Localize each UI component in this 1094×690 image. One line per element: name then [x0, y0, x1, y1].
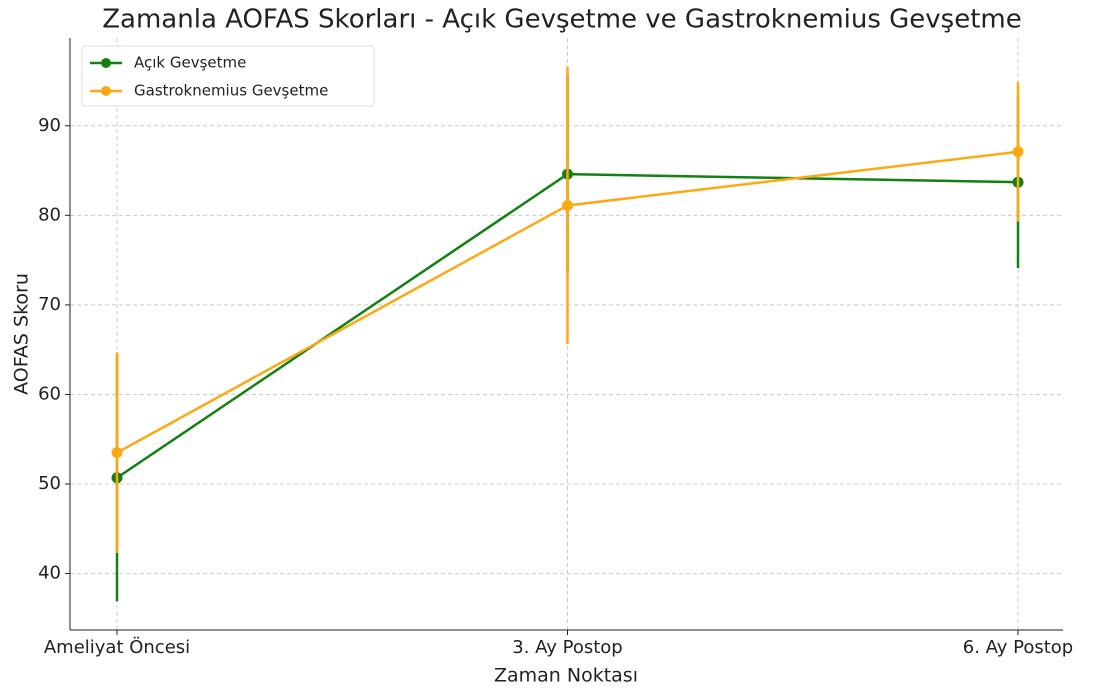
- point: [111, 447, 123, 459]
- x-tick-label: 6. Ay Postop: [963, 637, 1073, 658]
- x-tick-label: 3. Ay Postop: [512, 637, 622, 658]
- x-tick-label: Ameliyat Öncesi: [44, 636, 190, 658]
- chart-title: Zamanla AOFAS Skorları - Açık Gevşetme v…: [102, 5, 1022, 35]
- point: [1012, 146, 1024, 158]
- point: [562, 199, 573, 211]
- y-tick-label: 50: [38, 473, 61, 494]
- y-tick-label: 60: [38, 383, 61, 404]
- y-axis-label: AOFAS Skoru: [11, 273, 33, 395]
- y-tick-label: 70: [38, 294, 61, 315]
- y-tick-label: 90: [38, 115, 61, 136]
- legend-label: Gastroknemius Gevşetme: [134, 82, 328, 100]
- y-tick-label: 40: [38, 563, 61, 584]
- legend-label: Açık Gevşetme: [134, 54, 246, 72]
- legend-box: [81, 45, 375, 107]
- legend-marker: [101, 86, 111, 96]
- x-axis-label: Zaman Noktası: [494, 665, 638, 687]
- legend-marker: [101, 58, 111, 68]
- y-tick-label: 80: [38, 204, 61, 225]
